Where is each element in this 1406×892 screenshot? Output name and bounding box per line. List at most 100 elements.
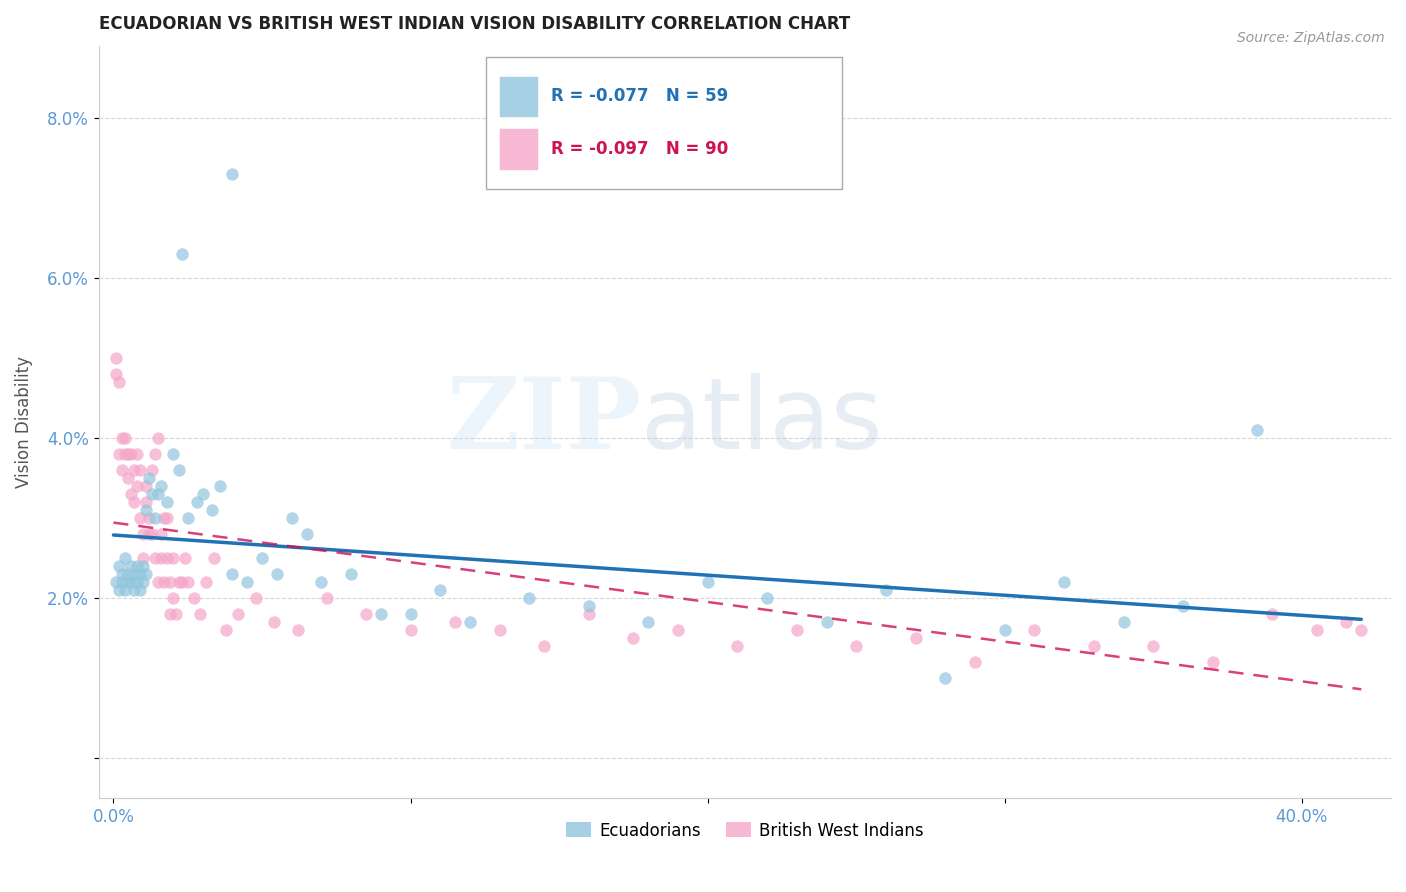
British West Indians — [146, 574, 169, 589]
Ecuadorians — [111, 574, 134, 589]
Ecuadorians — [637, 615, 659, 629]
British West Indians — [725, 639, 748, 653]
British West Indians — [354, 607, 377, 621]
British West Indians — [120, 447, 142, 461]
British West Indians — [165, 607, 187, 621]
British West Indians — [153, 511, 176, 525]
British West Indians — [138, 527, 160, 541]
Ecuadorians — [122, 566, 145, 581]
British West Indians — [1024, 623, 1046, 637]
Ecuadorians — [108, 582, 131, 597]
Legend: Ecuadorians, British West Indians: Ecuadorians, British West Indians — [560, 815, 931, 847]
British West Indians — [1142, 639, 1164, 653]
Ecuadorians — [370, 607, 392, 621]
British West Indians — [143, 551, 166, 566]
British West Indians — [120, 487, 142, 501]
British West Indians — [141, 527, 163, 541]
British West Indians — [194, 574, 217, 589]
British West Indians — [1083, 639, 1105, 653]
British West Indians — [1336, 615, 1358, 629]
British West Indians — [287, 623, 309, 637]
FancyBboxPatch shape — [499, 128, 538, 169]
Ecuadorians — [114, 551, 136, 566]
British West Indians — [215, 623, 238, 637]
British West Indians — [170, 574, 193, 589]
Ecuadorians — [340, 566, 363, 581]
Ecuadorians — [458, 615, 481, 629]
British West Indians — [162, 551, 184, 566]
British West Indians — [183, 591, 205, 605]
British West Indians — [127, 447, 149, 461]
Ecuadorians — [994, 623, 1017, 637]
British West Indians — [108, 375, 131, 389]
British West Indians — [173, 551, 195, 566]
Ecuadorians — [117, 566, 139, 581]
Y-axis label: Vision Disability: Vision Disability — [15, 356, 32, 488]
Ecuadorians — [132, 574, 155, 589]
Text: Source: ZipAtlas.com: Source: ZipAtlas.com — [1237, 31, 1385, 45]
Text: ZIP: ZIP — [447, 374, 641, 470]
Ecuadorians — [170, 247, 193, 261]
Ecuadorians — [250, 551, 273, 566]
Ecuadorians — [117, 574, 139, 589]
British West Indians — [159, 574, 181, 589]
Ecuadorians — [186, 495, 208, 509]
British West Indians — [141, 463, 163, 477]
British West Indians — [533, 639, 555, 653]
Ecuadorians — [578, 599, 600, 613]
British West Indians — [111, 463, 134, 477]
British West Indians — [138, 511, 160, 525]
British West Indians — [117, 471, 139, 485]
Ecuadorians — [1246, 423, 1268, 437]
Ecuadorians — [934, 671, 956, 685]
Ecuadorians — [105, 574, 128, 589]
Ecuadorians — [266, 566, 288, 581]
British West Indians — [666, 623, 689, 637]
British West Indians — [143, 447, 166, 461]
British West Indians — [204, 551, 226, 566]
Ecuadorians — [135, 566, 157, 581]
British West Indians — [1202, 655, 1225, 669]
Ecuadorians — [191, 487, 214, 501]
Ecuadorians — [162, 447, 184, 461]
Ecuadorians — [519, 591, 541, 605]
Ecuadorians — [236, 574, 259, 589]
British West Indians — [786, 623, 808, 637]
British West Indians — [156, 511, 179, 525]
British West Indians — [621, 631, 644, 645]
Text: R = -0.097   N = 90: R = -0.097 N = 90 — [551, 140, 728, 158]
Ecuadorians — [143, 511, 166, 525]
British West Indians — [578, 607, 600, 621]
Ecuadorians — [127, 574, 149, 589]
Ecuadorians — [129, 566, 152, 581]
Ecuadorians — [120, 559, 142, 574]
Ecuadorians — [141, 487, 163, 501]
Text: R = -0.077   N = 59: R = -0.077 N = 59 — [551, 87, 728, 105]
British West Indians — [1350, 623, 1372, 637]
British West Indians — [108, 447, 131, 461]
FancyBboxPatch shape — [486, 57, 842, 188]
British West Indians — [167, 574, 190, 589]
Ecuadorians — [146, 487, 169, 501]
British West Indians — [488, 623, 510, 637]
British West Indians — [245, 591, 267, 605]
Ecuadorians — [150, 479, 173, 493]
Ecuadorians — [280, 511, 302, 525]
Ecuadorians — [1171, 599, 1194, 613]
Ecuadorians — [122, 582, 145, 597]
British West Indians — [105, 367, 128, 381]
British West Indians — [122, 463, 145, 477]
British West Indians — [153, 574, 176, 589]
Ecuadorians — [120, 574, 142, 589]
Ecuadorians — [429, 582, 451, 597]
Text: ECUADORIAN VS BRITISH WEST INDIAN VISION DISABILITY CORRELATION CHART: ECUADORIAN VS BRITISH WEST INDIAN VISION… — [98, 15, 849, 33]
British West Indians — [122, 495, 145, 509]
British West Indians — [135, 495, 157, 509]
British West Indians — [132, 527, 155, 541]
British West Indians — [1261, 607, 1284, 621]
Ecuadorians — [135, 503, 157, 517]
British West Indians — [263, 615, 285, 629]
Ecuadorians — [127, 559, 149, 574]
British West Indians — [150, 551, 173, 566]
British West Indians — [316, 591, 339, 605]
